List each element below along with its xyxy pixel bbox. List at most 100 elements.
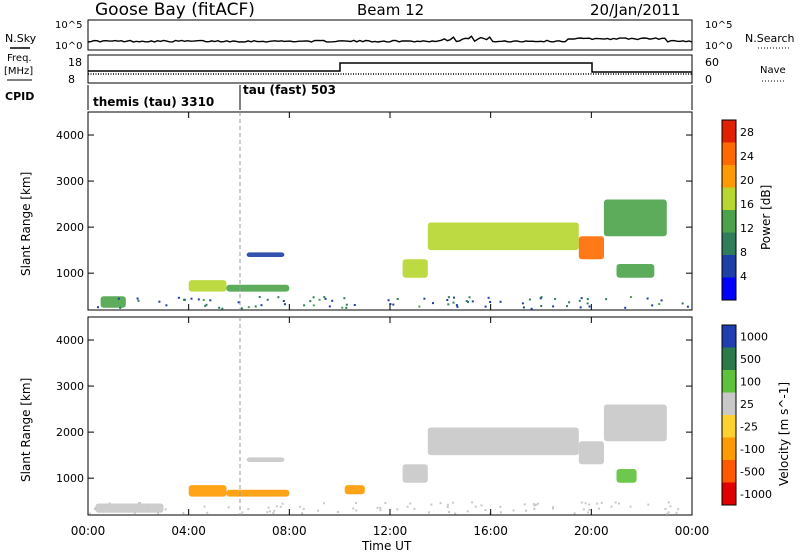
ground-scatter-point xyxy=(352,507,355,510)
echo-region xyxy=(188,280,227,292)
ground-scatter-point xyxy=(618,502,620,505)
ground-scatter-point xyxy=(260,304,263,307)
ground-scatter-point xyxy=(379,506,382,509)
ground-scatter-point xyxy=(205,303,208,306)
ground-scatter-point xyxy=(454,512,457,515)
ground-scatter-point xyxy=(237,301,240,304)
nsky-tick-high: 10^5 xyxy=(55,20,82,31)
power-colorbar-swatch xyxy=(722,142,736,165)
ground-scatter-point xyxy=(453,296,455,299)
ground-scatter-point xyxy=(536,502,539,505)
ground-scatter-point xyxy=(484,305,487,308)
ground-scatter-point xyxy=(312,296,315,299)
ground-scatter-point xyxy=(446,506,449,508)
ground-scatter-point xyxy=(355,509,358,512)
ground-scatter-point xyxy=(428,511,430,514)
ground-scatter-point xyxy=(379,509,382,512)
ground-scatter-point xyxy=(396,298,399,300)
cpid-strip: CPID themis (tau) 3310 tau (fast) 503 xyxy=(5,83,693,110)
nave-tick-low: 0 xyxy=(705,73,712,86)
ground-scatter-point xyxy=(471,501,474,504)
ground-scatter-point xyxy=(218,306,221,309)
ground-scatter-point xyxy=(432,302,434,305)
ground-scatter-point xyxy=(353,304,356,306)
ground-scatter-point xyxy=(580,501,583,504)
ground-scatter-point xyxy=(182,512,185,515)
echo-region xyxy=(226,284,290,292)
ground-scatter-point xyxy=(302,508,305,510)
ground-scatter-point xyxy=(610,505,613,508)
ground-scatter-point xyxy=(354,502,357,504)
velocity-colorbar-tick: -500 xyxy=(740,465,765,478)
freq-tick-low: 8 xyxy=(68,73,75,86)
ground-scatter-point xyxy=(392,303,395,306)
power-colorbar-tick: 12 xyxy=(740,222,754,235)
velocity-colorbar-swatch xyxy=(722,460,736,483)
ground-scatter-point xyxy=(512,509,515,512)
ground-scatter-point xyxy=(499,505,502,508)
ground-scatter-point xyxy=(447,303,450,306)
power-colorbar: 4 8 12 16 20 24 28 xyxy=(721,119,754,301)
ground-scatter-point xyxy=(343,297,346,300)
ground-scatter-point xyxy=(209,299,212,302)
ground-scatter-point xyxy=(579,306,582,309)
velocity-ylabel: Slant Range [km] xyxy=(19,378,33,482)
ground-scatter-point xyxy=(533,504,536,507)
echo-region xyxy=(603,199,667,237)
freq-tick-high: 18 xyxy=(68,56,82,69)
ground-scatter-point xyxy=(138,502,140,505)
ground-scatter-point xyxy=(528,298,531,301)
velocity-panel: 1000 2000 3000 4000 Slant Range [km] 1000 50… xyxy=(19,316,791,516)
ground-scatter-point xyxy=(317,509,319,512)
ground-scatter-point xyxy=(279,505,282,508)
ground-scatter-point xyxy=(534,503,537,506)
ground-scatter-point xyxy=(312,304,315,307)
power-colorbar-frame xyxy=(721,119,737,301)
echo-region xyxy=(427,222,579,251)
ground-scatter-point xyxy=(301,512,304,515)
ground-scatter-point xyxy=(283,303,286,306)
velocity-colorbar-swatch xyxy=(722,370,736,393)
ground-scatter-point xyxy=(568,301,571,304)
ground-scatter-point xyxy=(456,305,459,308)
echo-region xyxy=(616,469,637,483)
time-axis: 00:00 04:00 08:00 12:00 16:00 20:00 00:00 xyxy=(71,524,710,538)
ground-scatter-point xyxy=(282,300,285,302)
noise-strip-frame xyxy=(87,19,693,51)
velocity-y-axis: 1000 2000 3000 4000 xyxy=(56,317,693,515)
echo-region xyxy=(427,427,579,456)
ground-scatter-point xyxy=(376,506,379,509)
ground-scatter-point xyxy=(299,505,302,508)
freq-strip-frame xyxy=(87,54,693,84)
power-colorbar-tick: 8 xyxy=(740,246,747,259)
velocity-colorbar-tick: -100 xyxy=(740,443,765,456)
x-tick-label: 20:00 xyxy=(574,524,609,538)
ground-scatter-point xyxy=(675,511,678,514)
y-tick-label: 3000 xyxy=(56,380,84,393)
ground-scatter-point xyxy=(466,510,469,513)
ground-scatter-point xyxy=(247,306,250,309)
ground-scatter-point xyxy=(474,505,477,508)
nsearch-tick-low: 10^0 xyxy=(705,41,732,52)
ground-scatter-point xyxy=(240,307,243,310)
ground-scatter-point xyxy=(409,502,412,505)
ground-scatter-point xyxy=(452,501,455,504)
power-panel: 1000 2000 3000 4000 Slant Range [km] 4 8 12 16… xyxy=(19,111,773,311)
ground-scatter-point xyxy=(666,512,669,515)
ground-scatter-point xyxy=(258,296,261,298)
ground-scatter-point xyxy=(133,512,136,514)
ground-scatter-point xyxy=(204,304,207,307)
noise-strip: N.Sky 10^5 10^0 10^5 10^0 N.Search xyxy=(5,19,795,52)
ground-scatter-point xyxy=(190,297,193,300)
velocity-echoes xyxy=(89,404,680,515)
beam-title: Beam 12 xyxy=(357,1,424,19)
velocity-colorbar: 1000 500 100 25 -25 -100 -500 -1000 xyxy=(721,324,772,506)
ground-scatter-point xyxy=(596,502,599,505)
nave-tick-high: 60 xyxy=(705,56,719,69)
ground-scatter-point xyxy=(533,507,536,510)
ground-scatter-point xyxy=(139,502,142,505)
ground-scatter-point xyxy=(266,511,269,514)
ground-scatter-point xyxy=(573,512,576,515)
power-ylabel: Slant Range [km] xyxy=(19,172,33,276)
